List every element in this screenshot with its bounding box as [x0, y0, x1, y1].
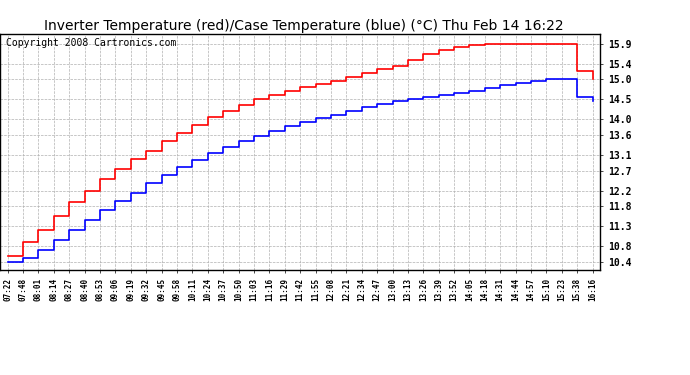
Text: Inverter Temperature (red)/Case Temperature (blue) (°C) Thu Feb 14 16:22: Inverter Temperature (red)/Case Temperat… [43, 19, 564, 33]
Text: Copyright 2008 Cartronics.com: Copyright 2008 Cartronics.com [6, 39, 177, 48]
